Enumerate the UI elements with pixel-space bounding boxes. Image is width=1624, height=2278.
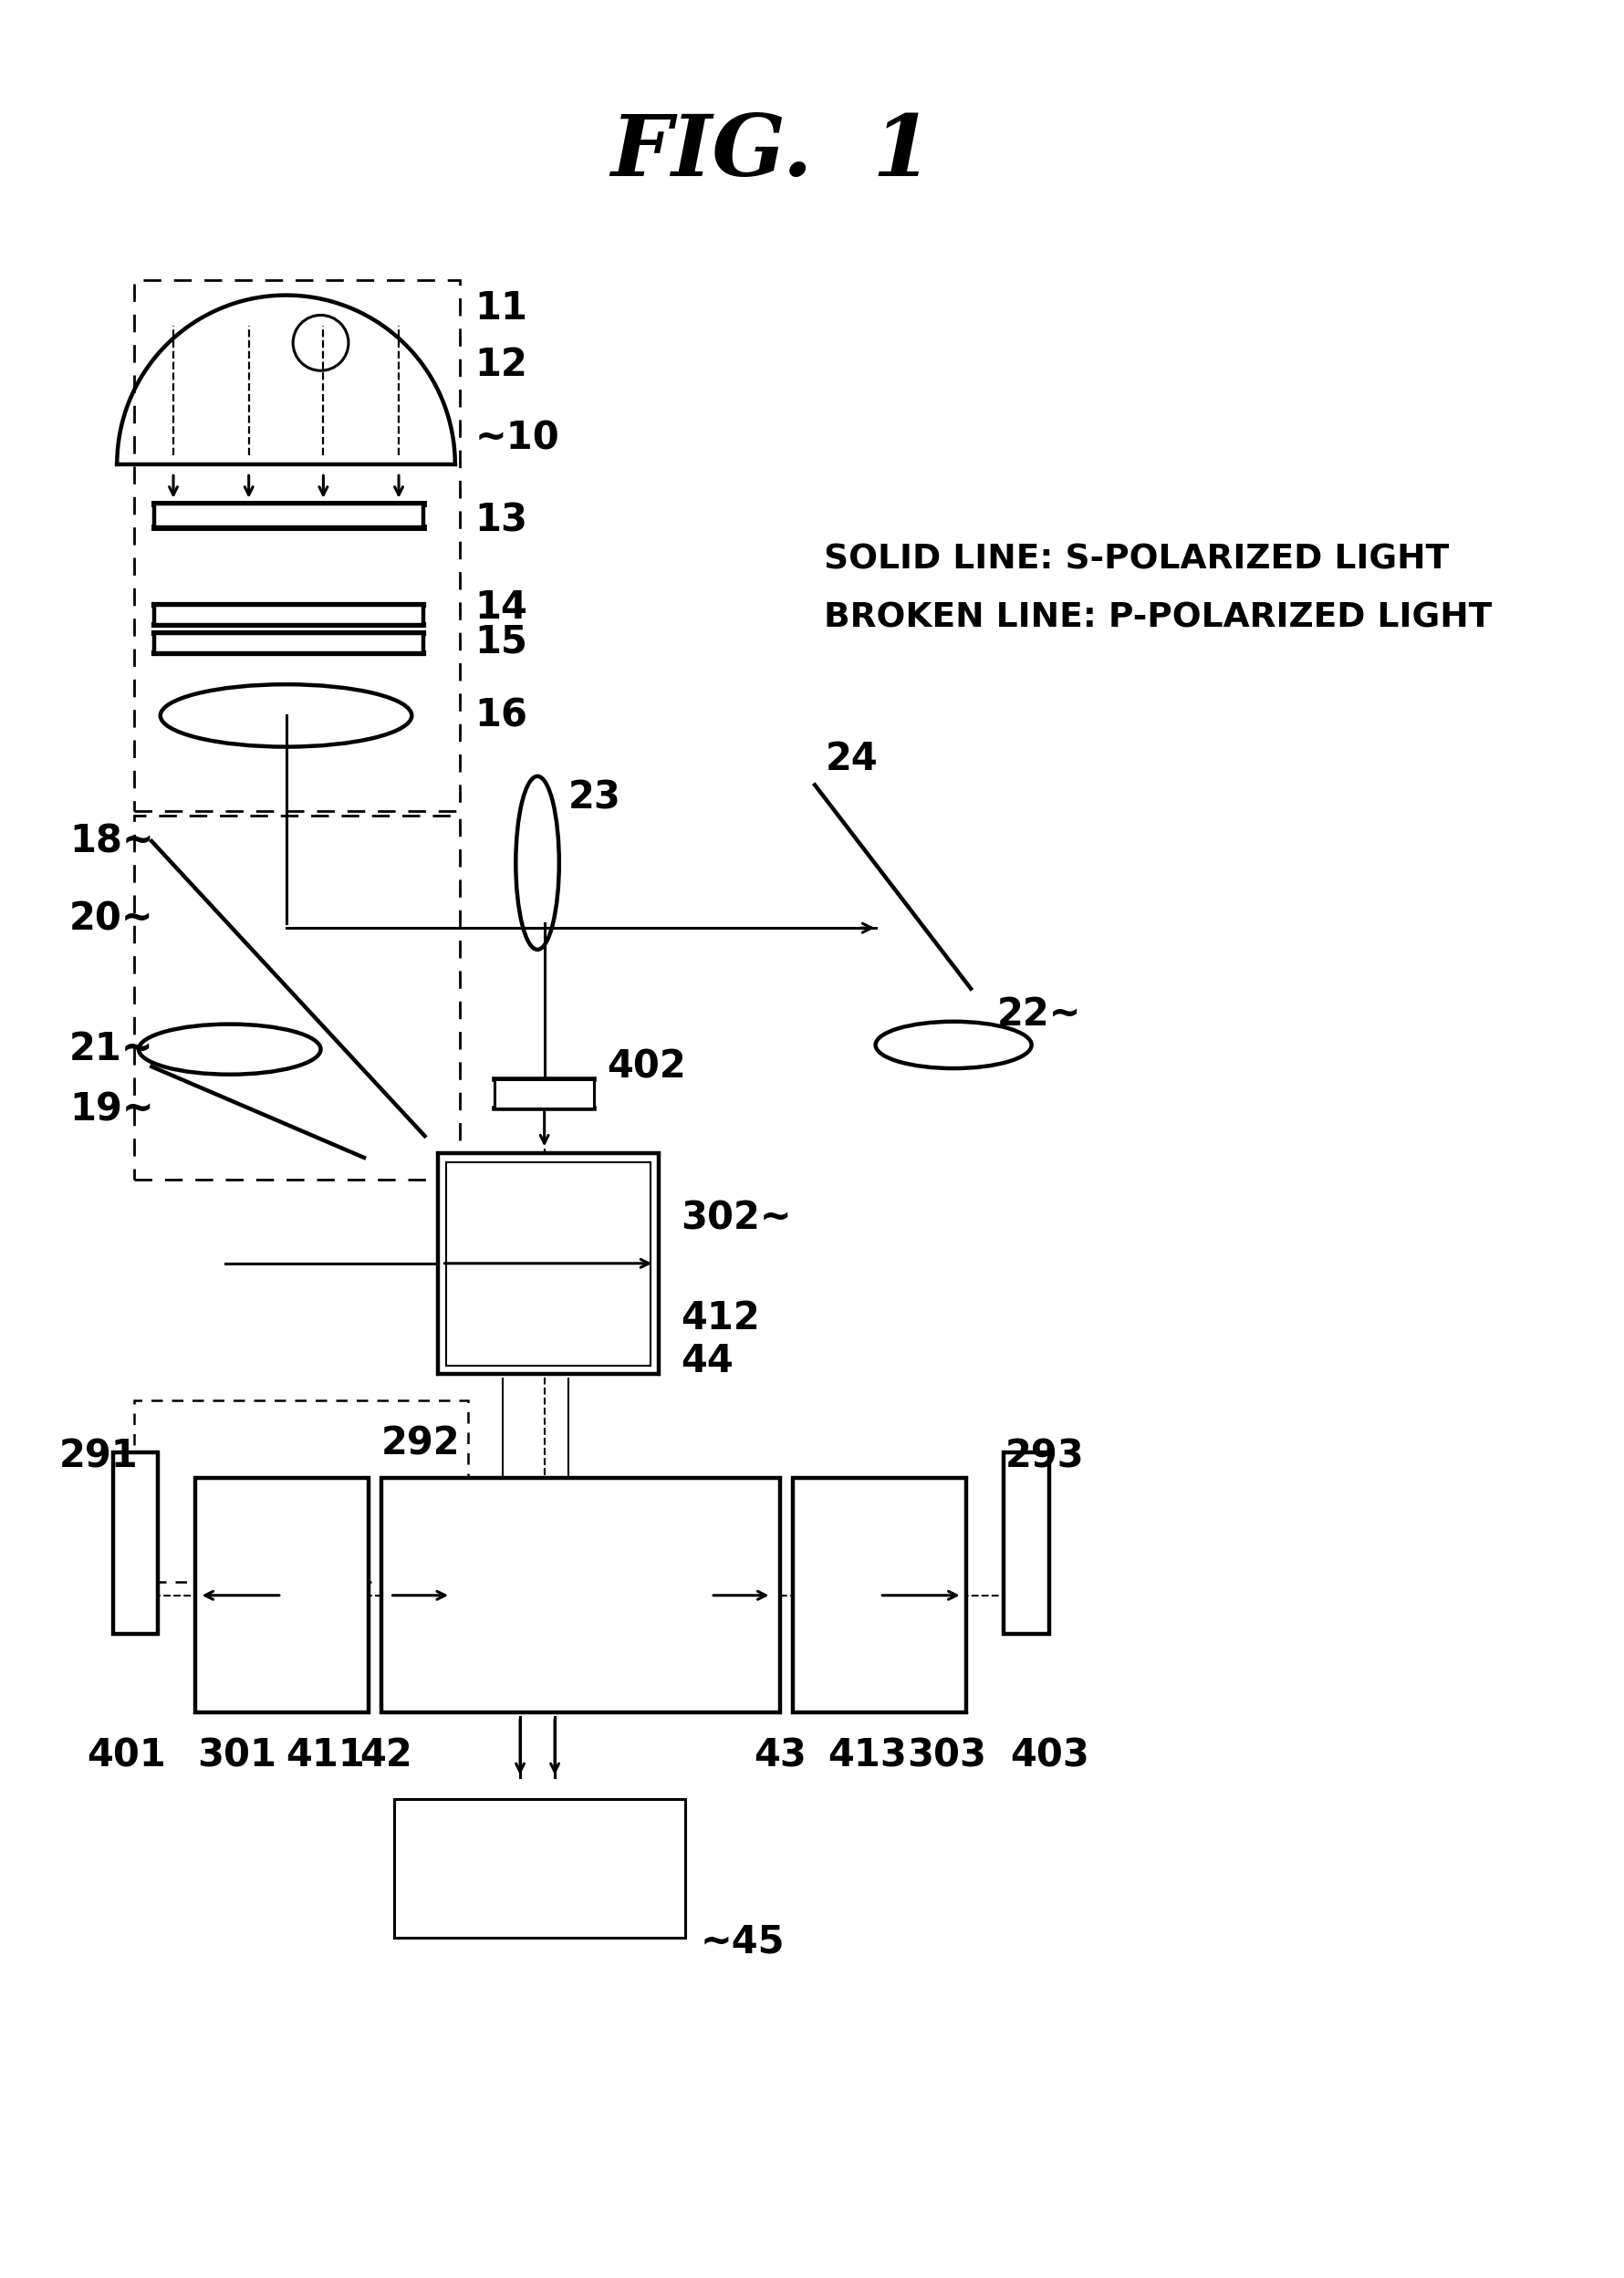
Bar xyxy=(395,1800,685,1939)
Text: 12: 12 xyxy=(476,346,528,383)
Bar xyxy=(154,503,422,528)
Text: 302~: 302~ xyxy=(680,1198,791,1237)
Text: ~10: ~10 xyxy=(476,419,560,458)
Text: 292: 292 xyxy=(382,1424,461,1462)
Text: 411: 411 xyxy=(286,1736,365,1775)
Text: 18~: 18~ xyxy=(70,822,154,861)
Bar xyxy=(438,1153,659,1374)
Bar xyxy=(135,1401,468,1583)
Text: 42: 42 xyxy=(361,1736,412,1775)
Bar xyxy=(154,604,422,624)
Text: 301: 301 xyxy=(198,1736,278,1775)
Text: ~45: ~45 xyxy=(700,1923,784,1961)
Text: 24: 24 xyxy=(825,740,879,779)
Bar xyxy=(447,1162,650,1365)
Text: 23: 23 xyxy=(568,779,620,818)
Text: 293: 293 xyxy=(1005,1437,1085,1476)
Text: 21~: 21~ xyxy=(70,1030,154,1068)
Text: 413: 413 xyxy=(828,1736,908,1775)
Text: 14: 14 xyxy=(476,588,528,626)
Text: 412: 412 xyxy=(680,1298,760,1337)
Text: 401: 401 xyxy=(86,1736,166,1775)
Bar xyxy=(195,1478,369,1713)
Text: 16: 16 xyxy=(476,697,528,736)
Text: 291: 291 xyxy=(58,1437,138,1476)
Text: 403: 403 xyxy=(1010,1736,1090,1775)
Bar xyxy=(1004,1453,1049,1633)
Text: 402: 402 xyxy=(607,1048,685,1087)
Text: 19~: 19~ xyxy=(70,1091,154,1130)
Text: FIG.  1: FIG. 1 xyxy=(611,112,932,194)
Text: BROKEN LINE: P-POLARIZED LIGHT: BROKEN LINE: P-POLARIZED LIGHT xyxy=(823,601,1492,636)
Bar xyxy=(793,1478,966,1713)
Bar xyxy=(135,280,460,811)
Bar xyxy=(494,1080,594,1107)
Bar xyxy=(154,633,422,654)
Bar xyxy=(382,1478,780,1713)
Text: SOLID LINE: S-POLARIZED LIGHT: SOLID LINE: S-POLARIZED LIGHT xyxy=(823,542,1449,576)
Text: 13: 13 xyxy=(476,501,528,540)
Text: 22~: 22~ xyxy=(997,995,1082,1034)
Bar xyxy=(112,1453,158,1633)
Text: 303: 303 xyxy=(906,1736,986,1775)
Bar xyxy=(135,816,460,1180)
Text: 44: 44 xyxy=(680,1342,732,1380)
Text: 43: 43 xyxy=(754,1736,807,1775)
Text: 20~: 20~ xyxy=(70,900,154,939)
Text: 11: 11 xyxy=(476,289,528,328)
Text: 15: 15 xyxy=(476,622,528,661)
